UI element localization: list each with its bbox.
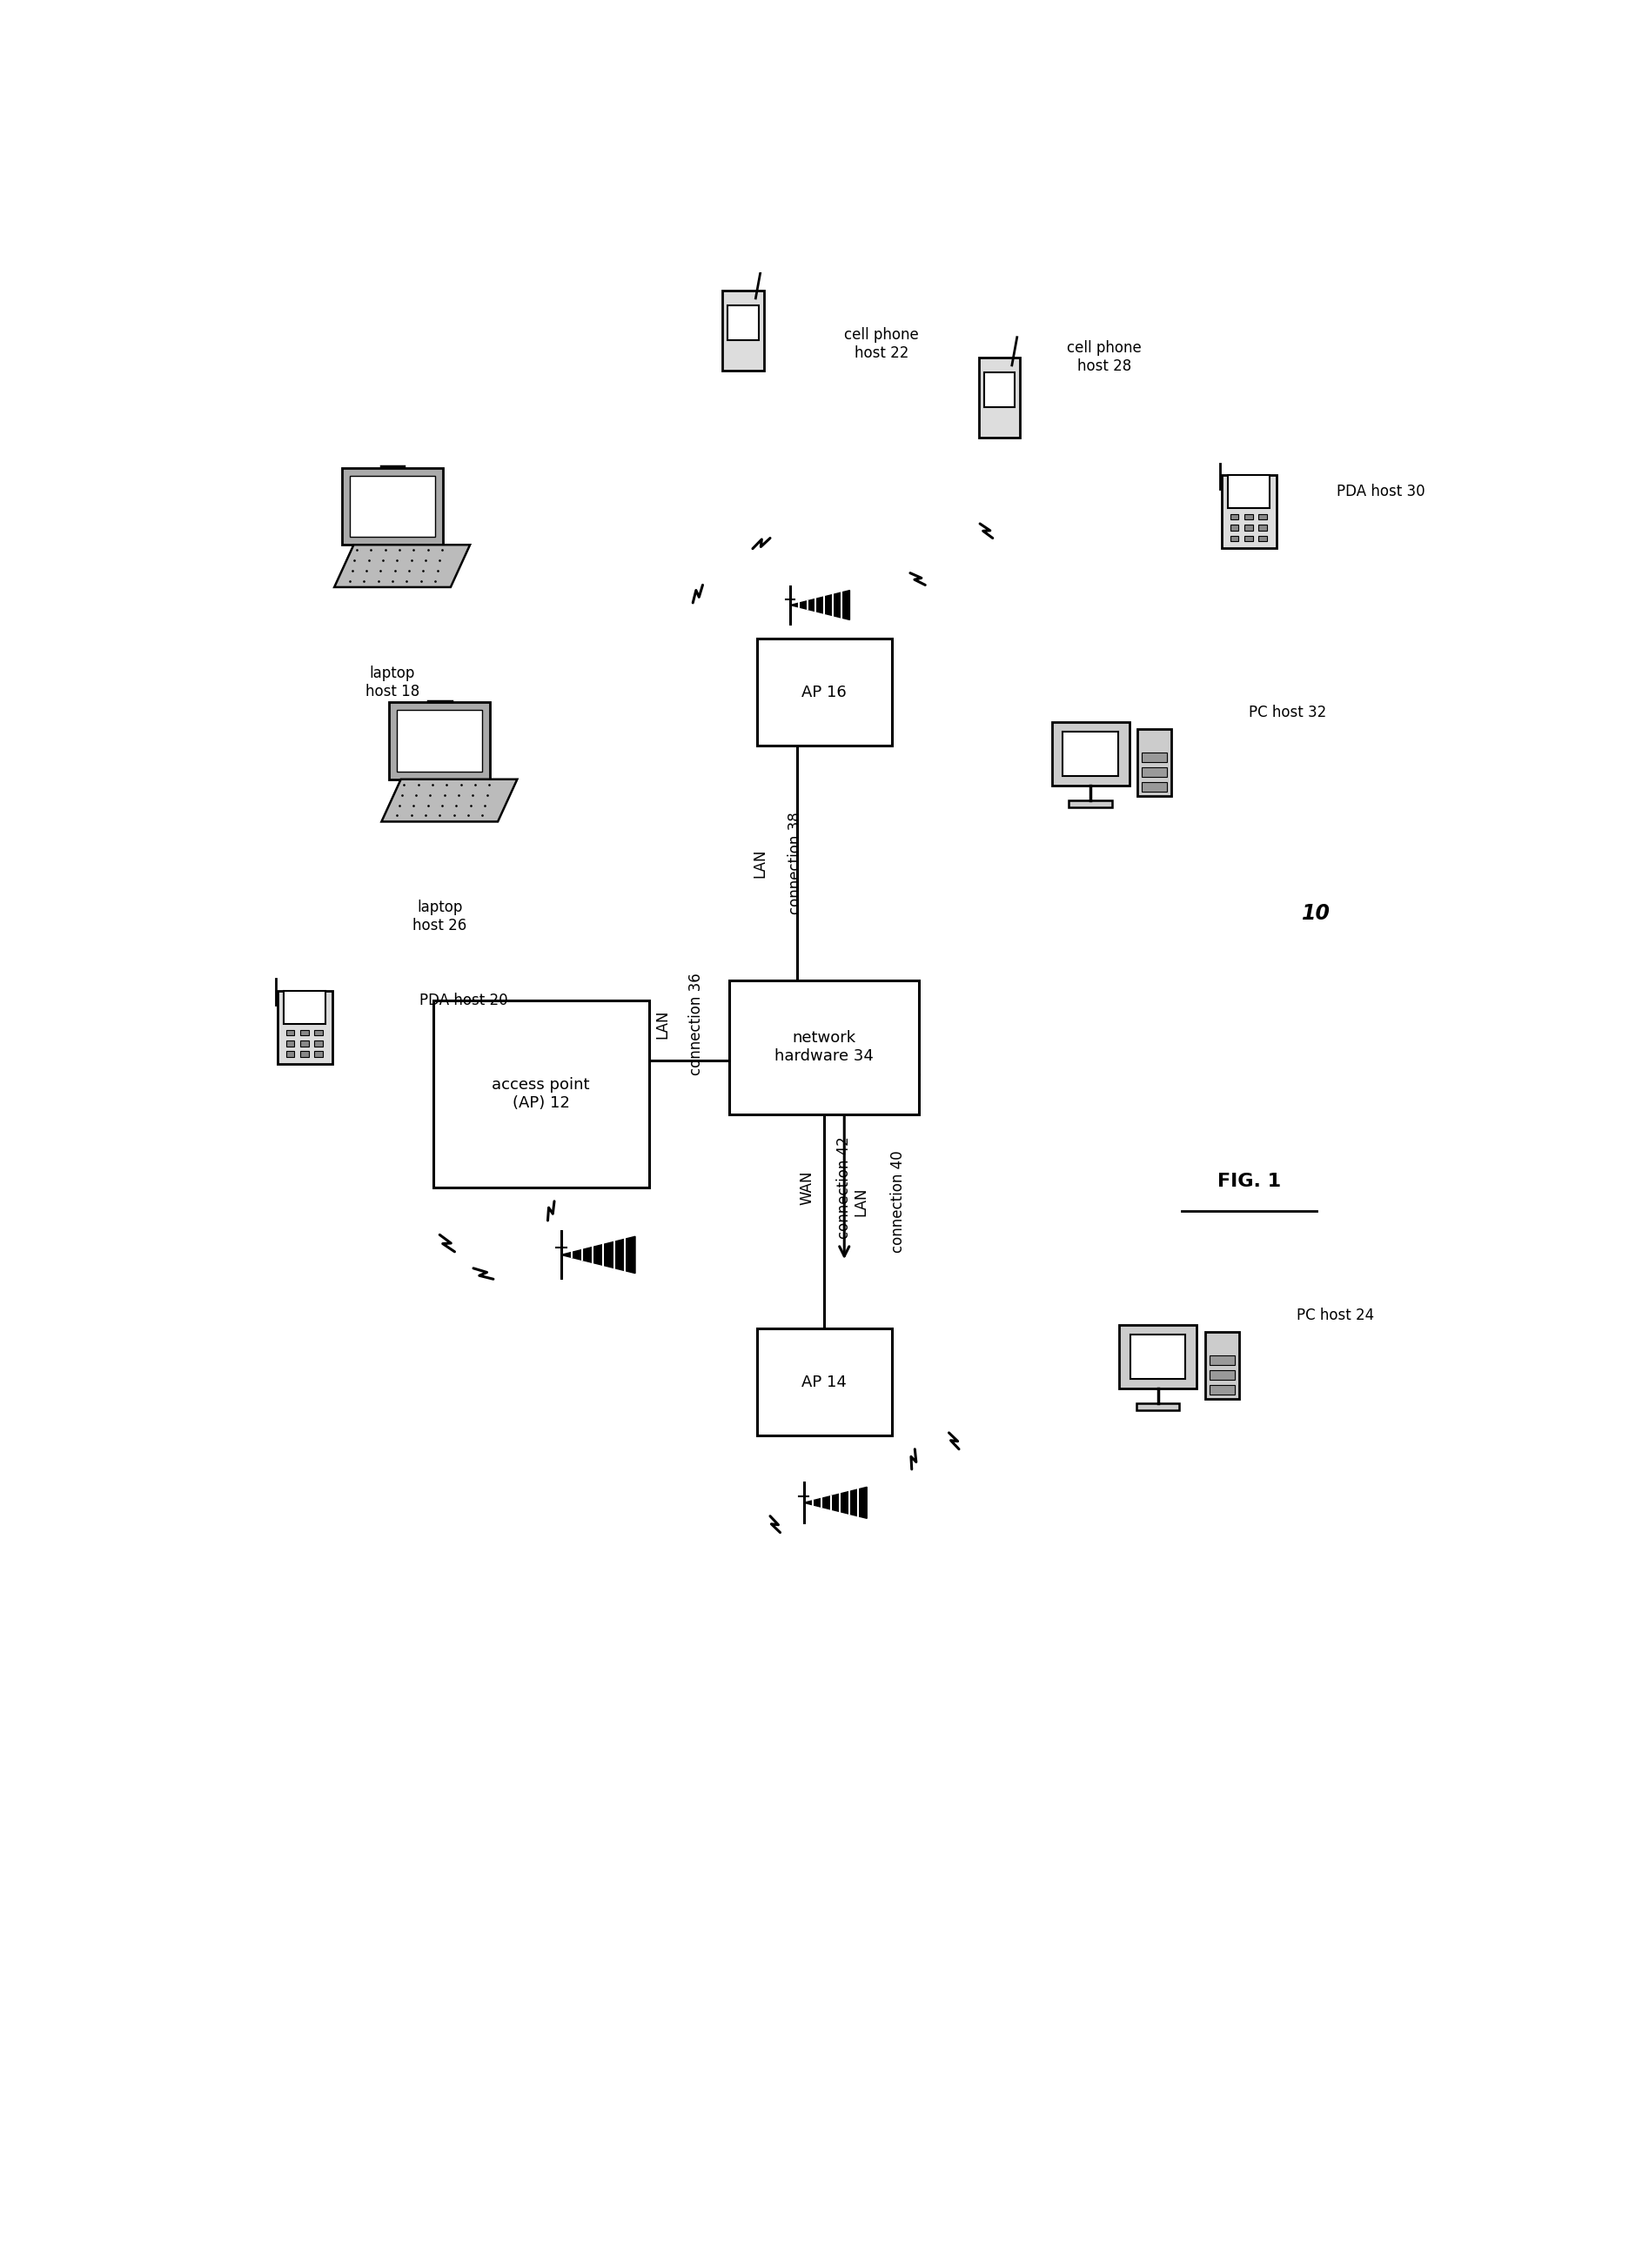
FancyBboxPatch shape: [1142, 767, 1168, 776]
Text: cell phone
host 28: cell phone host 28: [1067, 340, 1142, 374]
FancyBboxPatch shape: [283, 991, 326, 1023]
FancyBboxPatch shape: [1209, 1356, 1235, 1365]
FancyBboxPatch shape: [730, 980, 919, 1114]
FancyBboxPatch shape: [287, 1041, 295, 1046]
FancyBboxPatch shape: [1052, 721, 1129, 787]
FancyBboxPatch shape: [1245, 535, 1253, 542]
Text: connection 38: connection 38: [788, 812, 803, 914]
FancyBboxPatch shape: [389, 703, 490, 780]
FancyBboxPatch shape: [277, 991, 332, 1064]
FancyBboxPatch shape: [1259, 515, 1267, 519]
FancyBboxPatch shape: [287, 1052, 295, 1057]
FancyBboxPatch shape: [1222, 474, 1276, 549]
Text: PC host 24: PC host 24: [1297, 1306, 1373, 1322]
FancyBboxPatch shape: [1259, 535, 1267, 542]
FancyBboxPatch shape: [1069, 801, 1113, 807]
FancyBboxPatch shape: [300, 1052, 308, 1057]
Text: connection 40: connection 40: [891, 1150, 906, 1252]
FancyBboxPatch shape: [1230, 515, 1238, 519]
Text: 10: 10: [1302, 903, 1331, 923]
FancyBboxPatch shape: [756, 640, 891, 746]
Text: AP 16: AP 16: [801, 685, 847, 701]
Text: laptop
host 18: laptop host 18: [365, 665, 420, 699]
FancyBboxPatch shape: [1062, 733, 1117, 776]
Text: access point
(AP) 12: access point (AP) 12: [492, 1077, 590, 1111]
Text: PC host 32: PC host 32: [1249, 705, 1326, 721]
Text: connection 42: connection 42: [836, 1136, 852, 1238]
Text: cell phone
host 22: cell phone host 22: [844, 327, 919, 361]
FancyBboxPatch shape: [1119, 1325, 1197, 1388]
Text: laptop
host 26: laptop host 26: [412, 900, 468, 934]
Text: network
hardware 34: network hardware 34: [774, 1030, 873, 1064]
FancyBboxPatch shape: [314, 1052, 323, 1057]
FancyBboxPatch shape: [287, 1030, 295, 1036]
Text: PDA host 30: PDA host 30: [1337, 483, 1425, 499]
FancyBboxPatch shape: [1142, 782, 1168, 792]
FancyBboxPatch shape: [342, 467, 443, 544]
FancyBboxPatch shape: [1137, 1404, 1179, 1411]
Text: LAN: LAN: [854, 1186, 868, 1216]
FancyBboxPatch shape: [979, 358, 1020, 438]
Polygon shape: [803, 1488, 867, 1517]
Text: LAN: LAN: [655, 1009, 670, 1039]
FancyBboxPatch shape: [350, 476, 435, 538]
Text: WAN: WAN: [800, 1170, 814, 1204]
FancyBboxPatch shape: [984, 372, 1015, 408]
Text: LAN: LAN: [753, 848, 767, 878]
FancyBboxPatch shape: [1230, 524, 1238, 531]
Text: AP 14: AP 14: [801, 1374, 847, 1390]
Polygon shape: [381, 780, 518, 821]
Polygon shape: [334, 544, 471, 587]
Polygon shape: [790, 590, 850, 619]
FancyBboxPatch shape: [1245, 524, 1253, 531]
FancyBboxPatch shape: [1142, 753, 1168, 762]
FancyBboxPatch shape: [1209, 1386, 1235, 1395]
FancyBboxPatch shape: [314, 1041, 323, 1046]
Polygon shape: [560, 1236, 635, 1272]
Text: PDA host 20: PDA host 20: [419, 993, 508, 1009]
FancyBboxPatch shape: [1228, 474, 1269, 508]
FancyBboxPatch shape: [300, 1030, 308, 1036]
FancyBboxPatch shape: [1205, 1331, 1238, 1399]
FancyBboxPatch shape: [1131, 1334, 1186, 1379]
FancyBboxPatch shape: [1259, 524, 1267, 531]
FancyBboxPatch shape: [756, 1329, 891, 1436]
FancyBboxPatch shape: [397, 710, 482, 771]
FancyBboxPatch shape: [728, 306, 759, 340]
FancyBboxPatch shape: [1137, 728, 1171, 796]
Text: FIG. 1: FIG. 1: [1217, 1173, 1280, 1191]
Text: connection 36: connection 36: [687, 973, 704, 1075]
FancyBboxPatch shape: [1245, 515, 1253, 519]
FancyBboxPatch shape: [722, 290, 764, 370]
FancyBboxPatch shape: [433, 1000, 648, 1188]
FancyBboxPatch shape: [1230, 535, 1238, 542]
FancyBboxPatch shape: [314, 1030, 323, 1036]
FancyBboxPatch shape: [300, 1041, 308, 1046]
FancyBboxPatch shape: [1209, 1370, 1235, 1379]
